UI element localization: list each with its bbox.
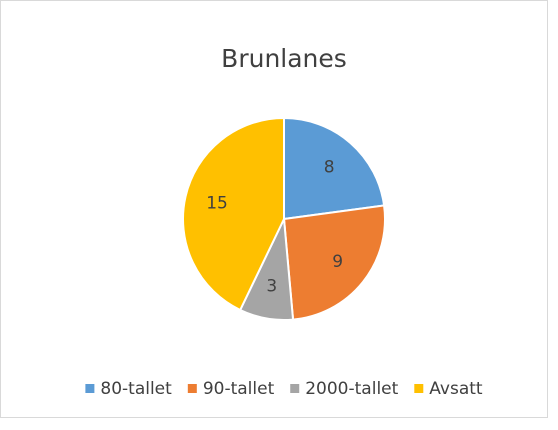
pie-slice — [283, 116, 386, 221]
pie-slice — [282, 204, 386, 321]
pie-slice — [182, 116, 285, 312]
legend-swatch — [290, 384, 300, 393]
data-label: 3 — [266, 277, 277, 297]
pie: 8 9 3 15 — [182, 116, 386, 321]
legend-label: 2000-tallet — [305, 379, 398, 399]
legend-label: 90-tallet — [203, 379, 275, 399]
data-label: 9 — [332, 252, 343, 272]
legend-swatch — [187, 384, 197, 393]
legend-label: 80-tallet — [100, 379, 172, 399]
data-label: 15 — [206, 194, 228, 214]
legend-label: Avsatt — [429, 379, 483, 399]
legend-swatch — [85, 384, 95, 393]
legend: 80-tallet 90-tallet 2000-tallet Avsatt — [85, 379, 483, 399]
data-label: 8 — [324, 157, 335, 177]
chart-title: Brunlanes — [221, 44, 347, 73]
legend-swatch — [414, 384, 424, 393]
